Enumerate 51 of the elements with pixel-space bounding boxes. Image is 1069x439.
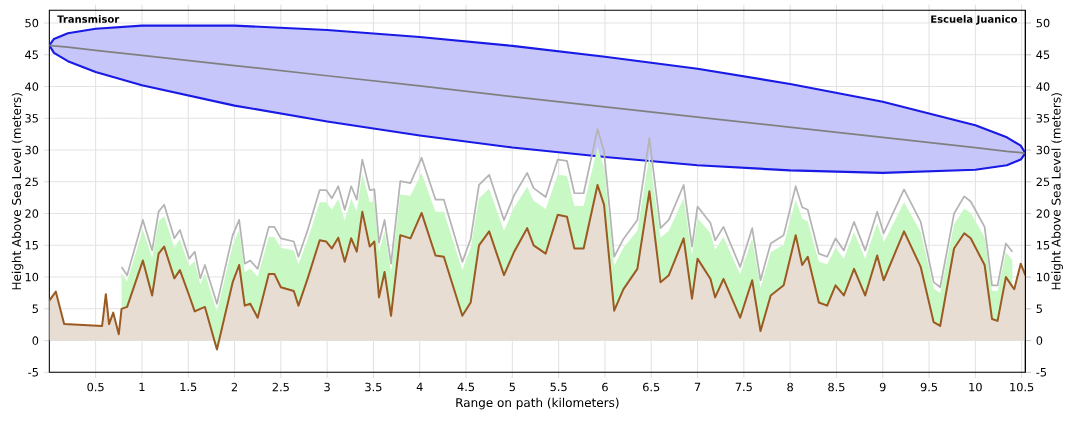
line-series — [120, 128, 1014, 305]
x-tick-label: 2.5 — [272, 382, 289, 392]
x-axis-title: Range on path (kilometers) — [456, 397, 619, 410]
x-tick-label: 3.5 — [365, 382, 382, 392]
x-tick-label: 6 — [602, 382, 608, 392]
y2-axis-title: Height Above Sea Level (meters) — [1051, 93, 1063, 290]
y2-tick-label: 50 — [1036, 18, 1050, 28]
x-tick-label: 9.5 — [920, 382, 938, 392]
y-tick-label: 15 — [25, 241, 38, 250]
annotation: Transmisor — [57, 15, 120, 23]
x-tick-label: 5.5 — [550, 382, 567, 392]
y-tick-label: 35 — [25, 114, 38, 123]
y2-tick-label: 5 — [1036, 304, 1042, 314]
x-tick-label: 8 — [787, 382, 793, 392]
y2-tick-label: 45 — [1036, 50, 1050, 60]
y-tick-label: 25 — [25, 177, 38, 187]
y2-tick-label: 35 — [1036, 114, 1050, 123]
x-tick-label: 10.5 — [1010, 382, 1034, 392]
x-tick-label: 1.5 — [180, 382, 197, 392]
x-tick-label: 7.5 — [735, 382, 752, 392]
x-tick-label: 0.5 — [87, 382, 104, 392]
y2-tick-label: 20 — [1036, 209, 1050, 218]
x-tick-label: 4 — [416, 382, 423, 391]
x-tick-label: 3 — [324, 382, 330, 392]
y-tick-label: 45 — [25, 50, 38, 60]
y-tick-label: 40 — [25, 82, 39, 91]
y-tick-label: 20 — [25, 209, 39, 218]
x-tick-label: 4.5 — [457, 382, 475, 392]
x-tick-label: 1 — [139, 382, 145, 391]
y-axis-title: Height Above Sea Level (meters) — [11, 93, 24, 290]
y-tick-label: 0 — [32, 336, 39, 345]
x-tick-label: 8.5 — [828, 382, 845, 392]
y-tick-label: 5 — [32, 304, 38, 314]
y-tick-label: -5 — [28, 368, 38, 377]
x-tick-label: 10 — [969, 382, 982, 392]
x-tick-label: 5 — [509, 382, 515, 392]
y-tick-label: 30 — [25, 145, 39, 155]
x-tick-label: 9 — [879, 382, 886, 392]
y-tick-label: 50 — [25, 18, 39, 28]
x-tick-label: 2 — [231, 382, 238, 392]
y2-tick-label: 25 — [1036, 177, 1050, 187]
y2-tick-label: 10 — [1037, 272, 1050, 282]
y2-tick-label: -5 — [1036, 368, 1047, 377]
y2-tick-label: 0 — [1036, 336, 1043, 345]
x-tick-label: 7 — [694, 382, 701, 391]
y-tick-label: 10 — [25, 272, 39, 282]
y2-tick-label: 15 — [1037, 241, 1050, 250]
y2-tick-label: 40 — [1036, 82, 1050, 91]
x-tick-label: 6.5 — [643, 382, 660, 392]
y2-tick-label: 30 — [1036, 145, 1050, 155]
annotation: Escuela Juanico — [931, 15, 1018, 25]
